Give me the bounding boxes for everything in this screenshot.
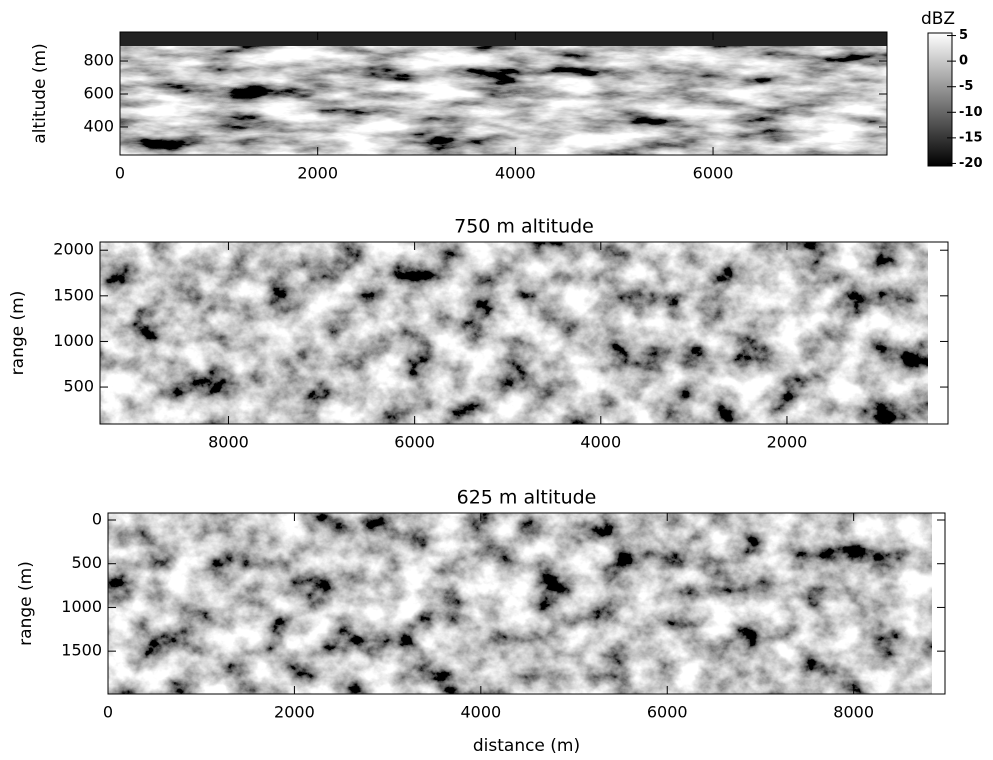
y-axis-label: range (m): [16, 561, 36, 646]
radar-image: [108, 513, 932, 694]
y-tick-label: 0: [92, 509, 102, 528]
x-tick-label: 2000: [767, 433, 808, 452]
radar-image-top: [120, 32, 887, 46]
y-tick-label: 2000: [53, 240, 94, 259]
radar-image: [100, 242, 928, 424]
y-tick-label: 800: [83, 51, 114, 70]
y-tick-label: 600: [83, 83, 114, 102]
colorbar-tick-label: -20: [959, 156, 983, 171]
x-axis-label: distance (m): [473, 736, 580, 756]
colorbar-tick-label: 5: [959, 28, 968, 43]
x-tick-label: 6000: [394, 433, 435, 452]
x-tick-label: 4000: [495, 164, 536, 183]
colorbar-tick-label: -10: [959, 105, 983, 120]
x-tick-label: 8000: [208, 433, 249, 452]
y-tick-label: 500: [63, 377, 94, 396]
x-tick-label: 2000: [297, 164, 338, 183]
x-tick-label: 4000: [580, 433, 621, 452]
figure: 0 2000 4000 6000 400 600 800 altitude (m) 8000 60…: [0, 0, 993, 760]
x-tick-label: 0: [115, 164, 125, 183]
y-tick-label: 1000: [61, 597, 102, 616]
x-tick-label: 6000: [647, 703, 688, 722]
y-tick-label: 1000: [53, 331, 94, 350]
panel-title: 625 m altitude: [457, 487, 597, 509]
y-tick-label: 1500: [61, 641, 102, 660]
colorbar-tick-label: -5: [959, 79, 973, 94]
colorbar-title: dBZ: [921, 9, 955, 29]
radar-image: [120, 32, 887, 155]
x-tick-label: 8000: [833, 703, 874, 722]
y-axis-label: range (m): [8, 291, 28, 376]
x-tick-label: 0: [103, 703, 113, 722]
y-tick-label: 1500: [53, 285, 94, 304]
y-axis-label: altitude (m): [30, 43, 50, 143]
y-tick-label: 500: [71, 553, 102, 572]
x-tick-label: 4000: [460, 703, 501, 722]
x-tick-label: 2000: [274, 703, 315, 722]
x-tick-label: 6000: [693, 164, 734, 183]
y-tick-label: 400: [83, 116, 114, 135]
panel-title: 750 m altitude: [454, 216, 594, 238]
colorbar-tick-label: -15: [959, 130, 983, 145]
colorbar-tick-label: 0: [959, 54, 968, 69]
colorbar: [928, 33, 952, 166]
